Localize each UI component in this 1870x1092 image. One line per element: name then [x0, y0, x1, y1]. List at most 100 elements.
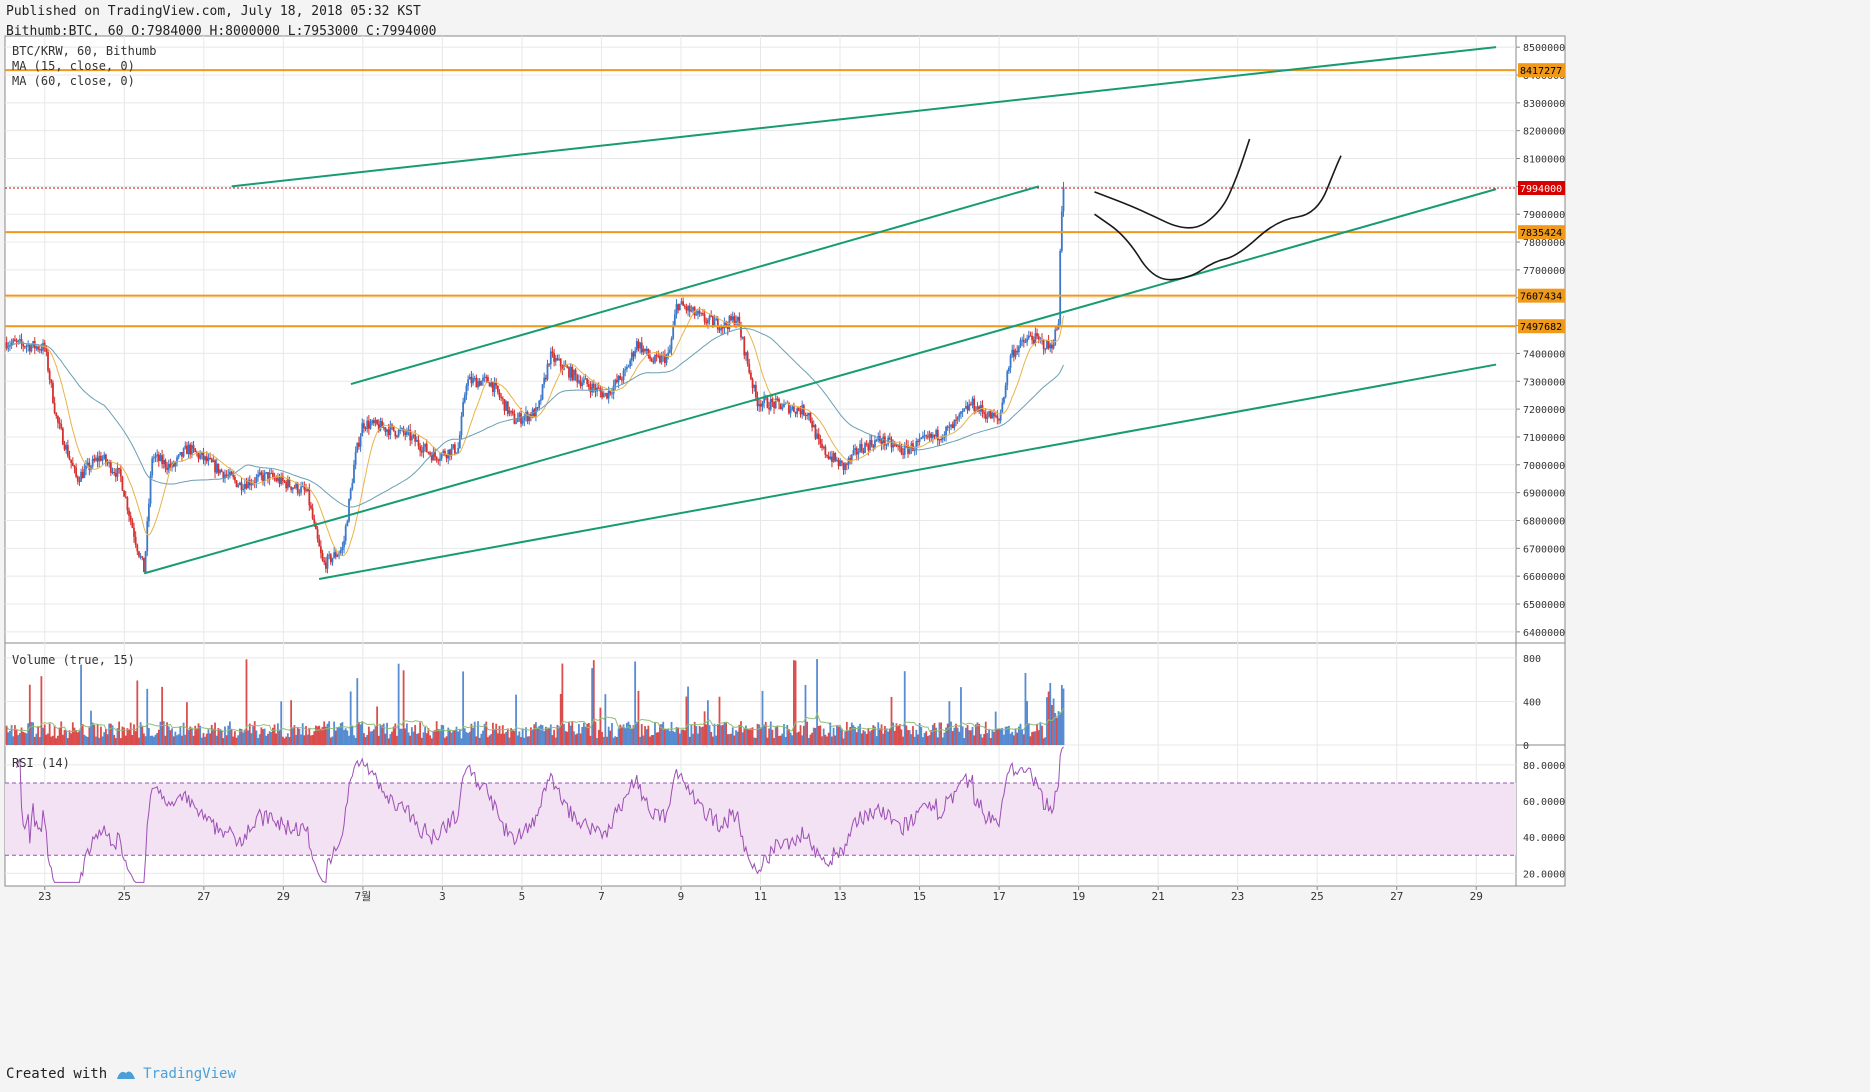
candle: [865, 440, 868, 447]
candle: [235, 480, 238, 488]
volume-bar: [243, 729, 246, 745]
volume-bar: [278, 729, 281, 745]
candle-body: [581, 382, 584, 387]
candle: [166, 461, 168, 475]
candle-body: [493, 382, 496, 393]
candle: [324, 557, 327, 573]
candle-body: [520, 413, 522, 424]
candle: [781, 403, 784, 412]
candle: [434, 448, 436, 461]
tradingview-logo[interactable]: TradingView: [115, 1066, 236, 1082]
volume-bar: [1051, 704, 1053, 745]
candle-body: [657, 355, 660, 357]
candle-body: [812, 424, 815, 428]
volume-bar: [27, 723, 30, 745]
volume-bar: [978, 723, 981, 745]
candle-body: [918, 438, 921, 442]
candle: [556, 354, 559, 361]
volume-bar: [134, 731, 137, 745]
candle: [933, 434, 936, 440]
volume-bar: [35, 733, 38, 745]
candle: [422, 441, 425, 459]
candle-body: [750, 372, 752, 380]
candle-body: [450, 448, 453, 457]
volume-bar: [761, 690, 764, 745]
candle-body: [376, 419, 379, 425]
candle: [138, 550, 140, 559]
candle: [675, 299, 678, 319]
candle-body: [265, 472, 268, 474]
candle: [961, 408, 964, 418]
candle: [134, 531, 137, 548]
candle: [632, 350, 635, 362]
candle-body: [834, 453, 837, 461]
candle: [920, 436, 923, 440]
volume-bar: [81, 724, 84, 745]
volume-bar: [477, 721, 479, 745]
candle: [880, 438, 883, 451]
candle-body: [649, 355, 651, 359]
volume-bar: [829, 722, 832, 745]
candle-body: [761, 402, 764, 407]
volume-bar: [806, 721, 809, 745]
ma15-line: [6, 308, 1064, 557]
volume-bar: [429, 735, 431, 745]
candle-body: [601, 391, 603, 398]
volume-bar: [280, 701, 283, 745]
candle-body: [582, 379, 585, 383]
candle-body: [857, 452, 860, 455]
volume-bar: [447, 727, 450, 745]
price-tick-label: 8100000: [1523, 155, 1565, 166]
legend-ma15: MA (15, close, 0): [12, 59, 135, 73]
candle: [630, 349, 633, 366]
volume-bar: [781, 733, 784, 745]
candle: [814, 423, 817, 441]
candle-body: [310, 505, 312, 509]
candle-body: [374, 419, 377, 424]
candle: [186, 441, 188, 455]
candle-body: [1026, 338, 1029, 343]
volume-bar: [149, 735, 152, 745]
candle-body: [333, 552, 336, 559]
volume-bar: [248, 723, 251, 745]
candle: [38, 345, 41, 354]
volume-bar: [128, 729, 130, 745]
candle-body: [18, 339, 21, 341]
candle-body: [903, 445, 906, 455]
volume-bar: [907, 730, 909, 745]
candle: [791, 405, 794, 411]
candle-body: [597, 387, 600, 389]
candle: [114, 468, 117, 482]
price-tick-label: 6800000: [1523, 516, 1565, 527]
volume-bar: [920, 726, 923, 745]
candle-body: [60, 423, 63, 429]
candle: [847, 456, 850, 470]
candle-body: [867, 444, 870, 451]
volume-bar: [771, 729, 774, 745]
candle: [260, 470, 263, 481]
candle-body: [217, 463, 220, 474]
candle-body: [549, 351, 552, 365]
candle-body: [999, 412, 1002, 421]
candle-body: [179, 452, 182, 455]
candle-body: [1049, 344, 1052, 349]
candle-body: [745, 352, 747, 356]
candle: [61, 426, 64, 446]
volume-bar: [195, 728, 198, 745]
candle-body: [781, 407, 784, 410]
candle-body: [731, 316, 734, 321]
candle: [745, 351, 747, 361]
rsi-tick-label: 40.0000: [1523, 833, 1565, 844]
volume-bar: [680, 729, 683, 745]
candle-body: [371, 420, 374, 424]
candle-body: [551, 351, 554, 354]
candle-body: [23, 346, 26, 348]
candle-body: [215, 463, 218, 473]
volume-bar: [731, 727, 734, 745]
volume-bar: [812, 727, 815, 745]
candle: [573, 369, 575, 382]
candle: [754, 381, 757, 401]
volume-bar: [1060, 685, 1063, 745]
candle-body: [58, 422, 61, 424]
